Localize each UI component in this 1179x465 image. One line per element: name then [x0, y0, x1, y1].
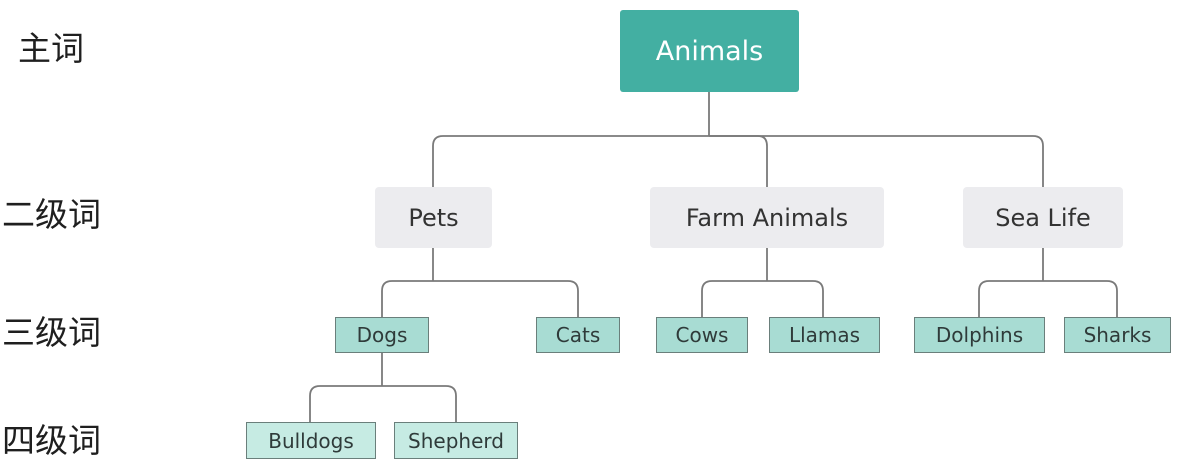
node-sharks: Sharks	[1064, 317, 1171, 353]
connector-farm-to-llamas	[767, 280, 824, 317]
node-dolphins: Dolphins	[914, 317, 1045, 353]
connector-pets-to-dogs	[381, 280, 433, 317]
connector-root-to-pets	[432, 135, 709, 187]
connector-dogs-to-bulldogs	[309, 385, 382, 422]
level-label-main: 主词	[18, 29, 84, 68]
connector-root-to-sea	[709, 135, 1044, 187]
connector-farm-to-cows	[701, 280, 767, 317]
node-cats: Cats	[536, 317, 620, 353]
level-label-second: 二级词	[2, 195, 101, 234]
connector-sea-to-dolphins	[978, 280, 1043, 317]
node-farm-animals: Farm Animals	[650, 187, 884, 248]
connector-root-to-farm	[709, 135, 768, 187]
connector-sea-to-sharks	[1043, 280, 1118, 317]
node-pets: Pets	[375, 187, 492, 248]
node-cows: Cows	[656, 317, 748, 353]
node-animals: Animals	[620, 10, 799, 92]
node-dogs: Dogs	[335, 317, 429, 353]
level-label-fourth: 四级词	[2, 421, 101, 460]
node-bulldogs: Bulldogs	[246, 422, 376, 459]
level-label-third: 三级词	[2, 313, 101, 352]
node-shepherd: Shepherd	[394, 422, 518, 459]
node-llamas: Llamas	[769, 317, 880, 353]
node-sea-life: Sea Life	[963, 187, 1123, 248]
connector-pets-to-cats	[433, 280, 579, 317]
connector-dogs-to-shepherd	[382, 385, 457, 422]
